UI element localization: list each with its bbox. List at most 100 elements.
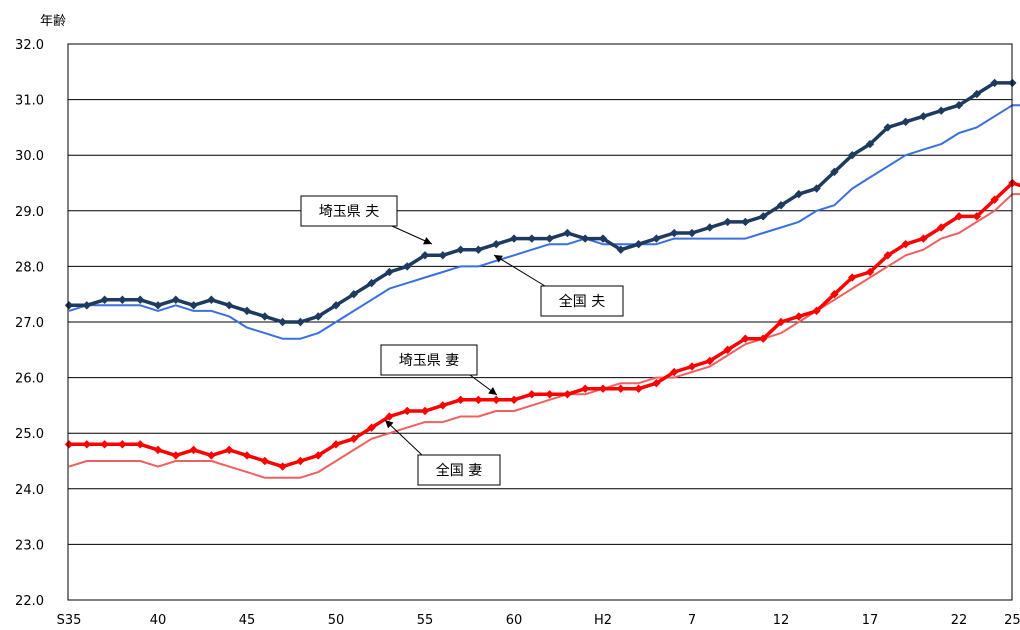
data-point xyxy=(456,245,465,254)
data-point xyxy=(848,273,857,282)
data-point xyxy=(670,228,679,238)
x-tick-label: S35 xyxy=(57,613,82,628)
data-point xyxy=(937,106,946,115)
x-tick-label: 17 xyxy=(862,613,879,628)
data-point xyxy=(598,234,608,243)
data-point xyxy=(812,306,821,316)
data-point xyxy=(741,217,750,227)
series-line xyxy=(69,181,1020,469)
series-label: 埼玉県 妻 xyxy=(399,353,459,369)
y-tick-label: 28.0 xyxy=(15,260,44,275)
series-label: 全国 妻 xyxy=(436,462,482,479)
data-point xyxy=(349,434,358,443)
data-point xyxy=(990,195,999,204)
y-tick-label: 24.0 xyxy=(15,483,44,498)
x-tick-label: 12 xyxy=(773,613,790,628)
callout-1: 全国 夫 xyxy=(493,254,624,317)
data-point xyxy=(260,456,269,466)
data-point xyxy=(865,267,875,277)
data-point xyxy=(527,390,536,399)
data-point xyxy=(776,201,786,210)
y-axis-ticks: 22.0 23.0 24.0 25.0 26.0 27.0 28.0 29.0 30.0 31.0… xyxy=(15,38,44,609)
data-point xyxy=(64,301,74,310)
data-point xyxy=(563,390,572,399)
data-point xyxy=(759,212,768,221)
data-point xyxy=(759,334,768,343)
data-point xyxy=(830,290,839,299)
data-point xyxy=(794,189,803,199)
data-point xyxy=(225,301,234,310)
data-point xyxy=(509,395,519,405)
callout-leader xyxy=(384,419,423,456)
x-tick-label: 40 xyxy=(150,613,167,628)
data-point xyxy=(954,100,964,110)
callout-box xyxy=(417,454,501,486)
plot-frame xyxy=(67,43,1013,601)
data-point xyxy=(723,345,732,354)
data-point xyxy=(153,445,163,455)
data-point xyxy=(616,384,625,393)
data-point xyxy=(972,212,981,221)
data-point xyxy=(64,440,74,449)
data-point xyxy=(901,117,910,127)
data-point xyxy=(438,251,447,260)
data-point xyxy=(848,151,857,160)
data-point xyxy=(242,451,252,460)
data-point xyxy=(153,301,163,310)
data-point xyxy=(830,167,839,177)
data-point xyxy=(82,440,91,449)
data-point xyxy=(171,295,180,304)
data-point xyxy=(652,378,661,388)
x-axis-ticks: S35 40 45 50 55 60 H2 7 12 17 22 25 xyxy=(57,613,1020,628)
data-point xyxy=(367,423,376,432)
data-point xyxy=(687,362,697,371)
data-point xyxy=(349,290,358,299)
data-point xyxy=(581,234,590,243)
data-point xyxy=(403,406,412,416)
callout-box xyxy=(380,344,478,376)
data-point xyxy=(420,406,430,416)
x-tick-label: 22 xyxy=(951,613,968,628)
data-point xyxy=(919,234,928,243)
data-point xyxy=(492,395,501,405)
x-tick-label: 7 xyxy=(688,613,696,628)
data-point xyxy=(545,390,554,399)
data-point xyxy=(990,78,999,88)
data-point xyxy=(82,301,91,310)
data-point xyxy=(812,184,821,193)
series-2 xyxy=(64,178,1020,471)
data-point xyxy=(581,384,590,393)
series-3 xyxy=(68,193,1020,479)
series-0 xyxy=(64,78,1017,327)
data-point xyxy=(385,267,394,277)
data-point xyxy=(296,456,305,466)
y-tick-label: 22.0 xyxy=(15,594,44,609)
data-point xyxy=(705,223,714,232)
series-group xyxy=(64,78,1020,479)
data-point xyxy=(527,234,536,243)
series-line xyxy=(68,104,1020,340)
data-point xyxy=(100,295,109,304)
data-point xyxy=(189,445,198,455)
data-point xyxy=(136,295,145,304)
data-point xyxy=(865,139,875,149)
x-tick-label: 45 xyxy=(239,613,256,628)
y-tick-label: 23.0 xyxy=(15,538,44,553)
data-point xyxy=(954,212,964,221)
series-label: 全国 夫 xyxy=(559,293,605,310)
data-point xyxy=(278,462,287,471)
data-point xyxy=(972,89,981,99)
data-point xyxy=(314,312,323,321)
data-point xyxy=(509,234,519,243)
series-1 xyxy=(68,104,1020,340)
data-point xyxy=(136,440,145,449)
y-tick-label: 26.0 xyxy=(15,372,44,387)
y-tick-label: 29.0 xyxy=(15,205,44,220)
data-point xyxy=(794,312,803,321)
callout-box xyxy=(540,285,624,317)
callout-arrowhead xyxy=(385,420,394,429)
callout-2: 埼玉県 妻 xyxy=(380,344,498,396)
series-label: 埼玉県 夫 xyxy=(319,204,379,220)
